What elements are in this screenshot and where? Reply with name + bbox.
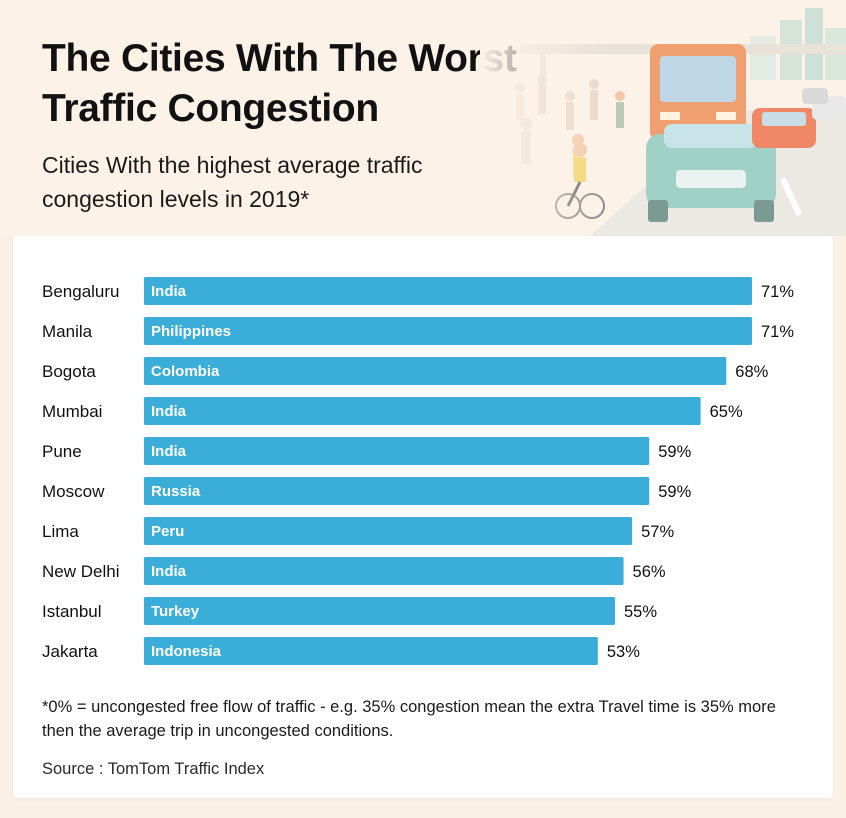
value-label-jakarta: 53% — [607, 643, 640, 661]
value-label-bengaluru: 71% — [761, 283, 794, 301]
bar-pune — [144, 437, 650, 465]
page-subtitle: Cities With the highest average traffic … — [42, 152, 423, 212]
category-label-moscow: Moscow — [42, 482, 105, 501]
value-label-mumbai: 65% — [710, 403, 743, 421]
category-label-istanbul: Istanbul — [42, 602, 102, 621]
bar-country-label-mumbai: India — [151, 403, 187, 420]
bar-country-label-lima: Peru — [151, 523, 184, 540]
bar-istanbul — [144, 597, 615, 625]
category-label-jakarta: Jakarta — [42, 642, 98, 661]
bar-country-label-manila: Philippines — [151, 323, 231, 340]
street-traffic-illustration — [480, 0, 846, 236]
footnote: *0% = uncongested free flow of traffic -… — [42, 698, 776, 740]
value-label-moscow: 59% — [658, 483, 691, 501]
bar-manila — [144, 317, 752, 345]
value-label-new-delhi: 56% — [633, 563, 666, 581]
value-label-bogota: 68% — [735, 363, 768, 381]
category-label-manila: Manila — [42, 322, 93, 341]
category-label-lima: Lima — [42, 522, 79, 541]
bar-lima — [144, 517, 633, 545]
bar-country-label-istanbul: Turkey — [151, 603, 200, 620]
bar-country-label-jakarta: Indonesia — [151, 643, 222, 660]
header: The Cities With The Worst Traffic Conges… — [0, 0, 846, 236]
bar-jakarta — [144, 637, 598, 665]
value-label-pune: 59% — [658, 443, 691, 461]
bar-chart: Bengaluru India 71% Manila Philippines 71% Bog… — [42, 277, 794, 665]
value-label-istanbul: 55% — [624, 603, 657, 621]
bar-country-label-pune: India — [151, 443, 187, 460]
bar-country-label-bogota: Colombia — [151, 363, 220, 380]
category-label-bogota: Bogota — [42, 362, 96, 381]
bar-new-delhi — [144, 557, 624, 585]
value-label-lima: 57% — [641, 523, 674, 541]
page-title: The Cities With The Worst Traffic Conges… — [42, 37, 517, 130]
chart-card: Bengaluru India 71% Manila Philippines 71% Bog… — [13, 236, 833, 798]
bar-bogota — [144, 357, 727, 385]
value-label-manila: 71% — [761, 323, 794, 341]
bar-country-label-moscow: Russia — [151, 483, 201, 500]
bar-country-label-bengaluru: India — [151, 283, 187, 300]
category-label-mumbai: Mumbai — [42, 402, 102, 421]
bar-mumbai — [144, 397, 701, 425]
bar-bengaluru — [144, 277, 752, 305]
category-label-pune: Pune — [42, 442, 82, 461]
category-label-new-delhi: New Delhi — [42, 562, 119, 581]
bar-moscow — [144, 477, 650, 505]
bar-country-label-new-delhi: India — [151, 563, 187, 580]
source-note: Source : TomTom Traffic Index — [42, 760, 265, 778]
category-label-bengaluru: Bengaluru — [42, 282, 120, 301]
